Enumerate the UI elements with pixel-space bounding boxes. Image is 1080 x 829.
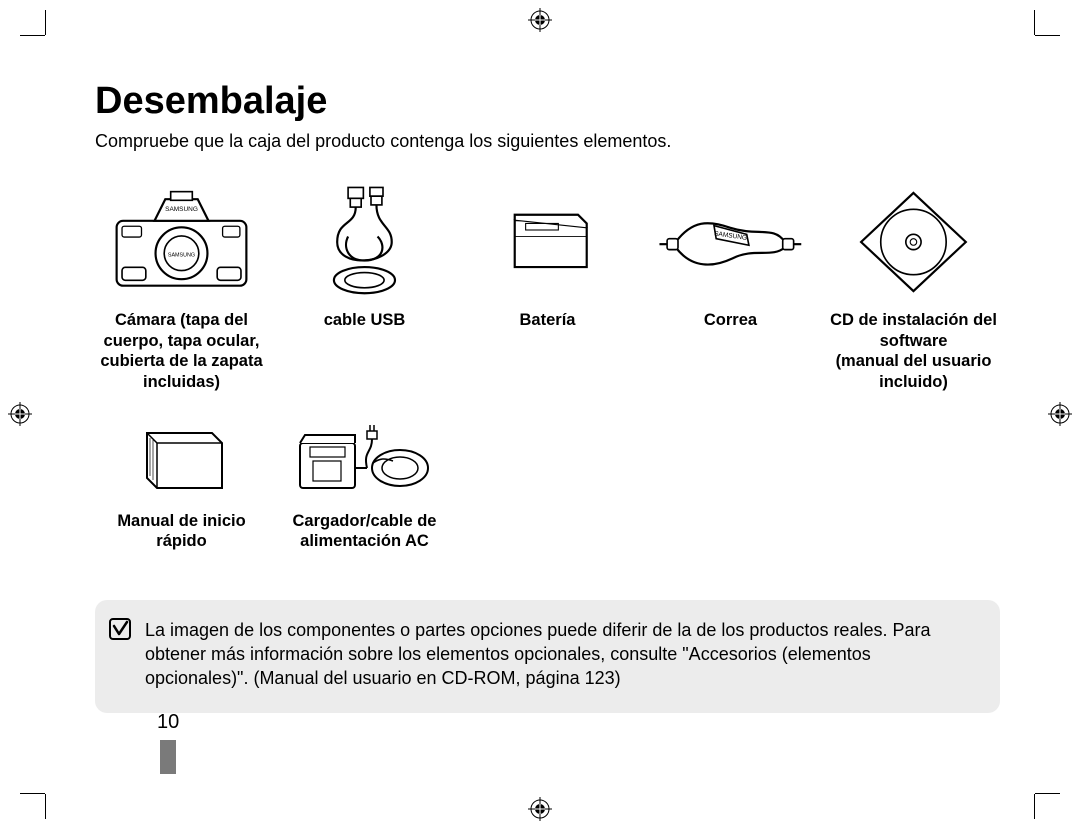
svg-text:SAMSUNG: SAMSUNG [168,252,195,258]
item-usb-cable: cable USB [278,182,451,393]
strap-icon: SAMSUNG [644,182,817,302]
manual-page: Desembalaje Compruebe que la caja del pr… [0,0,1080,829]
items-row-2: Manual de inicio rápido [95,413,1000,552]
page-number-bar [160,740,176,774]
note-text: La imagen de los componentes o partes op… [145,620,931,689]
registration-mark-icon [1048,402,1072,426]
crop-mark [1035,35,1060,36]
charger-icon [278,413,451,503]
camera-icon: SAMSUNG SAMSUNG [95,182,268,302]
usb-cable-icon [278,182,451,302]
registration-mark-icon [528,797,552,821]
book-icon [95,413,268,503]
battery-icon [461,182,634,302]
item-label: Manual de inicio rápido [95,511,268,552]
crop-mark [1034,794,1035,819]
page-title: Desembalaje [95,80,1000,123]
item-battery: Batería [461,182,634,393]
item-label: Cámara (tapa del cuerpo, tapa ocular, cu… [95,310,268,393]
item-strap: SAMSUNG Correa [644,182,817,393]
crop-mark [1035,793,1060,794]
content-area: Desembalaje Compruebe que la caja del pr… [95,80,1000,713]
item-quick-start-manual: Manual de inicio rápido [95,413,268,552]
crop-mark [45,794,46,819]
item-label: Batería [461,310,634,331]
cd-icon [827,182,1000,302]
item-charger: Cargador/cable de alimentación AC [278,413,451,552]
page-number: 10 [157,711,179,734]
item-label: Correa [644,310,817,331]
item-label: cable USB [278,310,451,331]
crop-mark [45,10,46,35]
crop-mark [1034,10,1035,35]
item-label: CD de instalación del software(manual de… [827,310,1000,393]
page-number-block: 10 [157,711,179,774]
intro-text: Compruebe que la caja del producto conte… [95,131,1000,152]
svg-text:SAMSUNG: SAMSUNG [165,206,198,213]
items-row-1: SAMSUNG SAMSUNG Cámara (tapa del cuerpo,… [95,182,1000,393]
item-label: Cargador/cable de alimentación AC [278,511,451,552]
item-camera: SAMSUNG SAMSUNG Cámara (tapa del cuerpo,… [95,182,268,393]
registration-mark-icon [8,402,32,426]
crop-mark [20,35,45,36]
item-software-cd: CD de instalación del software(manual de… [827,182,1000,393]
note-box: La imagen de los componentes o partes op… [95,600,1000,713]
crop-mark [20,793,45,794]
note-icon [109,618,131,640]
registration-mark-icon [528,8,552,32]
